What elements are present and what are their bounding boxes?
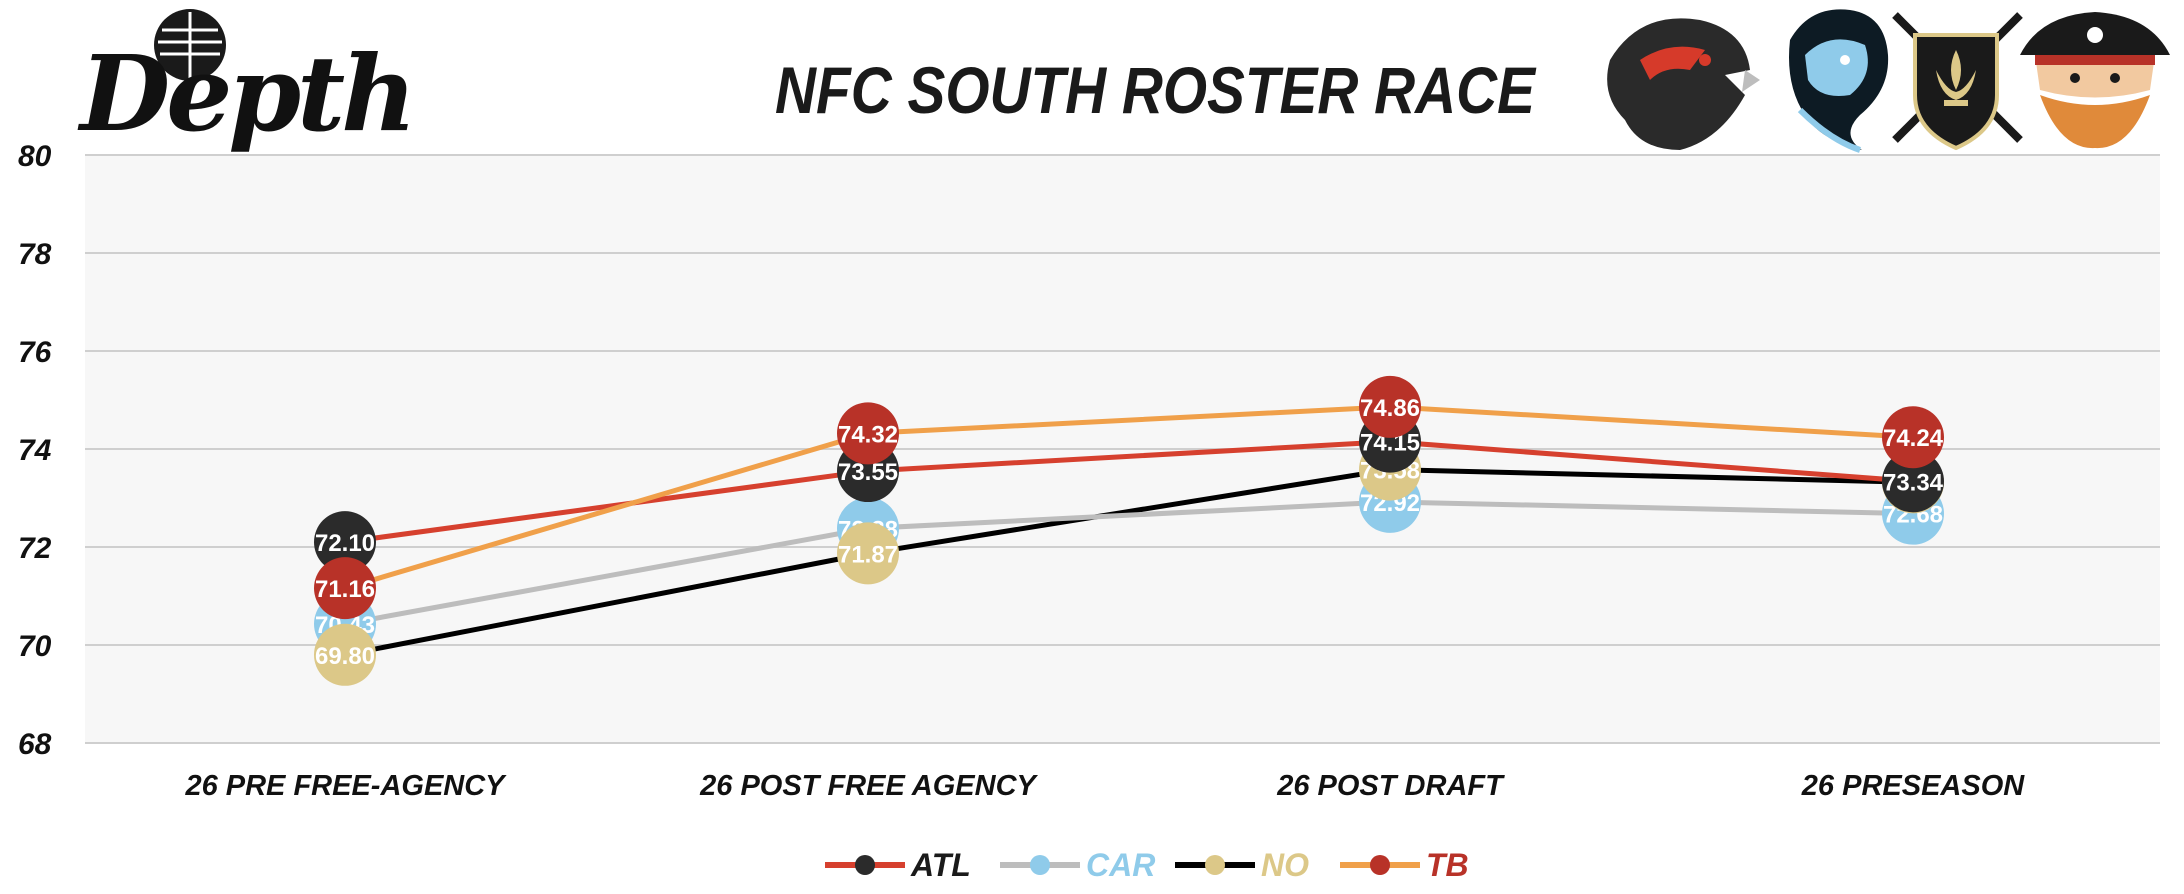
y-tick-label: 68 bbox=[18, 728, 52, 761]
y-tick-label: 76 bbox=[18, 336, 52, 369]
data-point-no bbox=[314, 623, 376, 686]
legend-label-no: NO bbox=[1261, 847, 1309, 883]
data-label-tb: 74.86 bbox=[1360, 395, 1420, 422]
data-label-tb: 74.32 bbox=[838, 421, 898, 448]
data-label-no: 71.87 bbox=[838, 541, 898, 568]
data-label-no: 69.80 bbox=[315, 643, 375, 670]
series-line-atl bbox=[344, 439, 1914, 545]
data-label-atl: 73.34 bbox=[1883, 469, 1944, 496]
data-point-tb bbox=[837, 402, 899, 465]
legend-swatch-marker bbox=[1370, 855, 1390, 875]
legend-label-car: CAR bbox=[1086, 847, 1155, 883]
data-label-atl: 72.10 bbox=[315, 530, 375, 557]
brand-logo-text: Depth bbox=[77, 32, 413, 155]
x-tick-label: 26 PRESEASON bbox=[1801, 770, 2025, 802]
x-axis: 26 PRE FREE-AGENCY 26 POST FREE AGENCY 26 … bbox=[184, 770, 2025, 802]
legend-swatch-marker bbox=[1030, 855, 1050, 875]
data-label-tb: 74.24 bbox=[1883, 425, 1944, 452]
y-tick-label: 72 bbox=[18, 532, 52, 565]
legend-swatch-marker bbox=[855, 855, 875, 875]
legend: ATL CAR NO TB bbox=[825, 847, 1469, 883]
team-logos bbox=[1607, 9, 2170, 153]
y-tick-label: 80 bbox=[18, 140, 52, 173]
series-lines bbox=[344, 404, 1914, 658]
chart-title: NFC SOUTH ROSTER RACE bbox=[775, 54, 1537, 128]
legend-label-atl: ATL bbox=[910, 847, 971, 883]
y-axis: 68 70 72 74 76 78 80 bbox=[18, 140, 52, 761]
data-point-tb bbox=[1882, 406, 1944, 469]
y-tick-label: 70 bbox=[18, 630, 52, 663]
brand-logo: Depth bbox=[77, 9, 417, 155]
y-tick-label: 78 bbox=[18, 238, 52, 271]
fleur-de-lis-shield-logo-icon bbox=[1892, 12, 2023, 151]
pirate-logo-icon bbox=[2020, 12, 2170, 149]
data-point-tb bbox=[1359, 375, 1421, 438]
data-label-tb: 71.16 bbox=[315, 576, 375, 603]
microphone-icon bbox=[154, 9, 226, 81]
series-line-car bbox=[344, 499, 1914, 627]
y-tick-label: 74 bbox=[18, 434, 52, 467]
data-point-atl bbox=[314, 511, 376, 574]
series-markers: 70.4372.3872.9272.6869.8071.8773.5873.32… bbox=[314, 375, 1944, 686]
panther-logo-icon bbox=[1789, 9, 1889, 153]
falcon-logo-icon bbox=[1607, 18, 1760, 150]
legend-swatch-marker bbox=[1205, 855, 1225, 875]
gridlines bbox=[85, 154, 2160, 744]
x-tick-label: 26 POST FREE AGENCY bbox=[699, 770, 1038, 802]
x-tick-label: 26 PRE FREE-AGENCY bbox=[184, 770, 507, 802]
x-tick-label: 26 POST DRAFT bbox=[1276, 770, 1505, 802]
legend-label-tb: TB bbox=[1426, 847, 1469, 883]
data-point-atl bbox=[1882, 450, 1944, 513]
data-point-no bbox=[837, 522, 899, 585]
data-point-tb bbox=[314, 557, 376, 620]
series-line-no bbox=[344, 467, 1914, 658]
series-line-tb bbox=[344, 404, 1914, 591]
